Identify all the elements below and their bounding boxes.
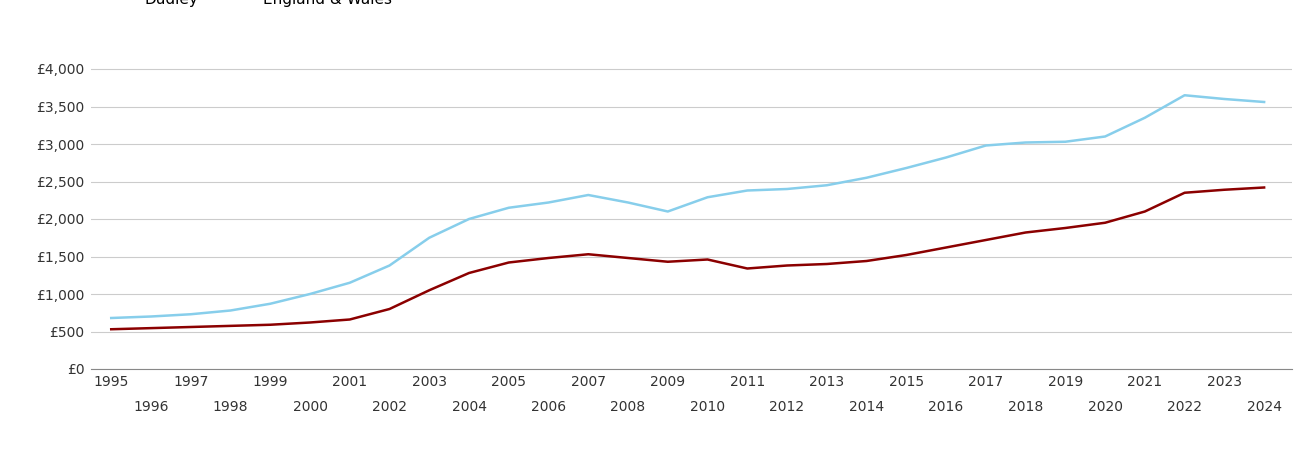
England & Wales bbox=[461, 216, 476, 222]
Text: 2000: 2000 bbox=[292, 400, 328, 414]
Dudley bbox=[1018, 230, 1034, 235]
England & Wales bbox=[620, 200, 636, 205]
England & Wales bbox=[183, 311, 198, 317]
Text: 1998: 1998 bbox=[213, 400, 248, 414]
Dudley bbox=[223, 323, 239, 328]
England & Wales bbox=[820, 183, 835, 188]
Dudley bbox=[740, 266, 756, 271]
England & Wales bbox=[303, 291, 318, 297]
England & Wales bbox=[660, 209, 676, 214]
England & Wales bbox=[1018, 140, 1034, 145]
Dudley bbox=[1216, 187, 1232, 193]
England & Wales bbox=[1216, 96, 1232, 102]
England & Wales bbox=[501, 205, 517, 211]
England & Wales bbox=[779, 186, 795, 192]
England & Wales bbox=[1257, 99, 1272, 105]
Dudley bbox=[899, 252, 915, 258]
Dudley bbox=[1177, 190, 1193, 195]
Dudley bbox=[103, 327, 119, 332]
Dudley bbox=[262, 322, 278, 328]
Dudley bbox=[540, 255, 556, 261]
Text: 2020: 2020 bbox=[1087, 400, 1122, 414]
Text: 2004: 2004 bbox=[452, 400, 487, 414]
Dudley bbox=[581, 252, 596, 257]
England & Wales bbox=[381, 263, 397, 268]
England & Wales bbox=[977, 143, 993, 148]
Dudley bbox=[1057, 225, 1073, 231]
England & Wales bbox=[859, 175, 874, 180]
England & Wales bbox=[740, 188, 756, 193]
Dudley bbox=[938, 245, 954, 250]
Dudley bbox=[977, 237, 993, 243]
England & Wales bbox=[223, 308, 239, 313]
Dudley bbox=[699, 257, 715, 262]
Text: 2006: 2006 bbox=[531, 400, 566, 414]
England & Wales bbox=[1177, 93, 1193, 98]
Dudley bbox=[820, 261, 835, 267]
England & Wales bbox=[144, 314, 159, 319]
Dudley bbox=[1257, 185, 1272, 190]
Dudley bbox=[342, 317, 358, 322]
England & Wales bbox=[938, 155, 954, 160]
Dudley bbox=[461, 270, 476, 276]
Text: 2002: 2002 bbox=[372, 400, 407, 414]
Dudley bbox=[144, 325, 159, 331]
England & Wales bbox=[422, 235, 437, 240]
England & Wales bbox=[262, 301, 278, 306]
England & Wales bbox=[699, 194, 715, 200]
England & Wales bbox=[1057, 139, 1073, 144]
Text: 2012: 2012 bbox=[770, 400, 805, 414]
Text: 2016: 2016 bbox=[928, 400, 963, 414]
Dudley bbox=[183, 324, 198, 330]
Text: 2022: 2022 bbox=[1167, 400, 1202, 414]
Dudley bbox=[1137, 209, 1152, 214]
England & Wales bbox=[581, 192, 596, 198]
England & Wales bbox=[899, 165, 915, 171]
Dudley bbox=[620, 255, 636, 261]
Dudley bbox=[303, 320, 318, 325]
Text: 2018: 2018 bbox=[1007, 400, 1043, 414]
Line: Dudley: Dudley bbox=[111, 188, 1265, 329]
Dudley bbox=[779, 263, 795, 268]
Line: England & Wales: England & Wales bbox=[111, 95, 1265, 318]
Dudley bbox=[859, 258, 874, 264]
Dudley bbox=[422, 288, 437, 293]
England & Wales bbox=[103, 315, 119, 321]
England & Wales bbox=[1137, 115, 1152, 121]
Text: 2010: 2010 bbox=[690, 400, 726, 414]
Text: 2008: 2008 bbox=[611, 400, 646, 414]
Dudley bbox=[381, 306, 397, 312]
Dudley bbox=[1098, 220, 1113, 225]
Text: 1996: 1996 bbox=[133, 400, 168, 414]
England & Wales bbox=[540, 200, 556, 205]
Text: 2024: 2024 bbox=[1246, 400, 1282, 414]
Legend: Dudley, England & Wales: Dudley, England & Wales bbox=[99, 0, 392, 7]
Text: 2014: 2014 bbox=[850, 400, 883, 414]
Dudley bbox=[501, 260, 517, 265]
England & Wales bbox=[1098, 134, 1113, 139]
Dudley bbox=[660, 259, 676, 265]
England & Wales bbox=[342, 280, 358, 285]
